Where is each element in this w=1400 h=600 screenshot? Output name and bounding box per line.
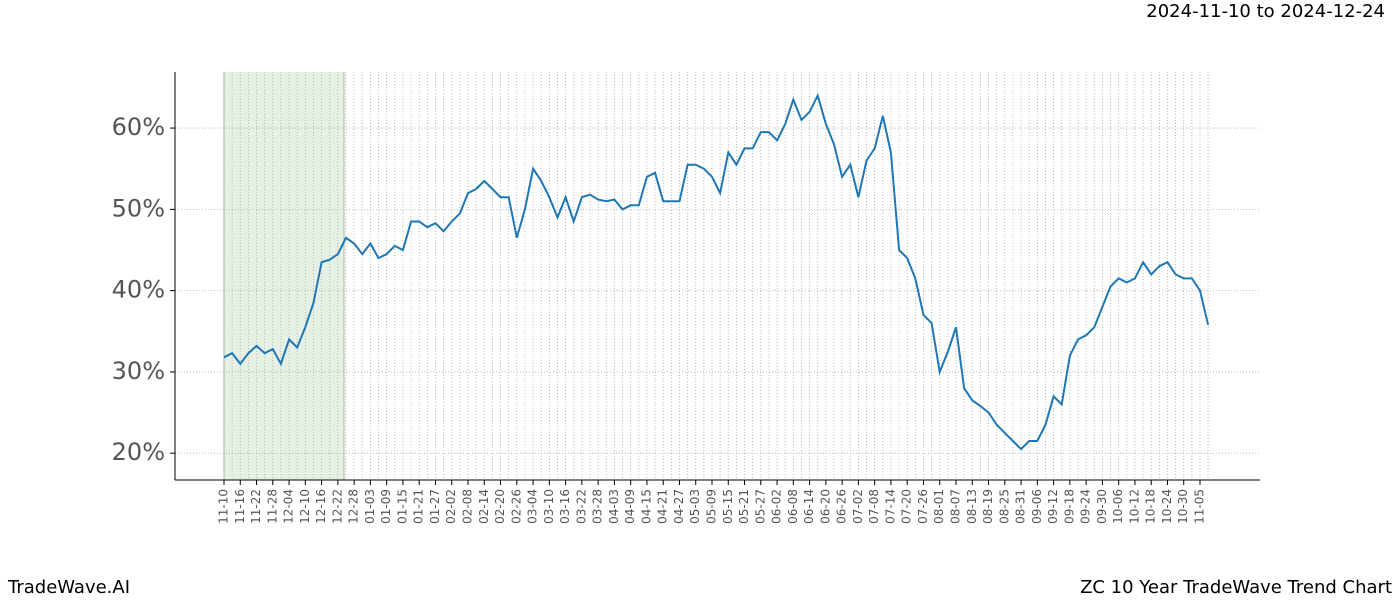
x-tick-label: 01-03 — [363, 489, 377, 524]
x-tick-label: 04-21 — [656, 489, 670, 524]
x-tick-label: 07-14 — [883, 489, 897, 524]
x-tick-label: 05-09 — [705, 489, 719, 524]
x-tick-label: 07-20 — [900, 489, 914, 524]
x-tick-label: 10-06 — [1111, 489, 1125, 524]
x-tick-label: 06-08 — [786, 489, 800, 524]
x-tick-label: 07-08 — [867, 489, 881, 524]
x-tick-label: 02-08 — [461, 489, 475, 524]
x-tick-label: 08-13 — [965, 489, 979, 524]
x-tick-label: 01-21 — [412, 489, 426, 524]
x-tick-label: 03-16 — [558, 489, 572, 524]
x-tick-label: 04-09 — [623, 489, 637, 524]
x-tick-label: 03-28 — [591, 489, 605, 524]
x-tick-label: 09-30 — [1095, 489, 1109, 524]
x-tick-label: 04-15 — [639, 489, 653, 524]
x-tick-label: 06-20 — [818, 489, 832, 524]
x-tick-label: 07-02 — [851, 489, 865, 524]
grid — [175, 72, 1260, 480]
x-tick-label: 12-04 — [282, 489, 296, 524]
x-tick-label: 05-27 — [753, 489, 767, 524]
x-tick-label: 02-20 — [493, 489, 507, 524]
x-tick-label: 10-18 — [1144, 489, 1158, 524]
x-tick-label: 12-16 — [314, 489, 328, 524]
x-tick-label: 09-12 — [1046, 489, 1060, 524]
footer-left: TradeWave.AI — [7, 577, 130, 598]
footer-right: ZC 10 Year TradeWave Trend Chart — [1080, 577, 1392, 598]
x-tick-label: 11-28 — [265, 489, 279, 524]
x-tick-label: 07-26 — [916, 489, 930, 524]
x-tick-label: 12-28 — [347, 489, 361, 524]
subtitle: 2024-11-10 to 2024-12-24 — [1146, 1, 1385, 22]
y-tick-label: 40% — [112, 276, 165, 304]
x-tick-label: 08-19 — [981, 489, 995, 524]
x-tick-label: 02-26 — [509, 489, 523, 524]
y-tick-label: 50% — [112, 194, 165, 222]
x-tick-label: 11-05 — [1193, 489, 1207, 524]
x-tick-label: 01-09 — [379, 489, 393, 524]
x-tick-label: 09-06 — [1030, 489, 1044, 524]
y-tick-label: 20% — [112, 438, 165, 466]
x-tick-label: 08-31 — [1014, 489, 1028, 524]
x-tick-label: 02-02 — [444, 489, 458, 524]
x-tick-label: 05-21 — [737, 489, 751, 524]
x-tick-label: 06-02 — [770, 489, 784, 524]
x-tick-label: 09-24 — [1079, 489, 1093, 524]
x-tick-label: 01-27 — [428, 489, 442, 524]
x-tick-label: 12-22 — [330, 489, 344, 524]
x-tick-label: 06-26 — [835, 489, 849, 524]
x-tick-label: 04-03 — [607, 489, 621, 524]
x-tick-label: 01-15 — [395, 489, 409, 524]
x-tick-label: 10-30 — [1176, 489, 1190, 524]
x-tick-label: 08-25 — [997, 489, 1011, 524]
x-tick-label: 12-10 — [298, 489, 312, 524]
x-tick-label: 04-27 — [672, 489, 686, 524]
trend-line — [223, 92, 1210, 451]
y-tick-label: 30% — [112, 357, 165, 385]
x-tick-label: 08-01 — [932, 489, 946, 524]
x-tick-label: 02-14 — [477, 489, 491, 524]
plot — [223, 92, 1210, 451]
x-tick-label: 11-16 — [233, 489, 247, 524]
x-tick-label: 05-15 — [721, 489, 735, 524]
x-tick-label: 03-10 — [542, 489, 556, 524]
highlight-region — [224, 72, 344, 480]
x-tick-label: 09-18 — [1062, 489, 1076, 524]
x-tick-label: 05-03 — [688, 489, 702, 524]
x-tick-label: 03-04 — [526, 489, 540, 524]
y-tick-label: 60% — [112, 113, 165, 141]
x-tick-label: 10-24 — [1160, 489, 1174, 524]
x-tick-label: 03-22 — [574, 489, 588, 524]
x-tick-label: 08-07 — [949, 489, 963, 524]
x-tick-label: 11-10 — [217, 489, 231, 524]
x-tick-label: 06-14 — [802, 489, 816, 524]
x-tick-label: 11-22 — [249, 489, 263, 524]
x-tick-label: 10-12 — [1127, 489, 1141, 524]
